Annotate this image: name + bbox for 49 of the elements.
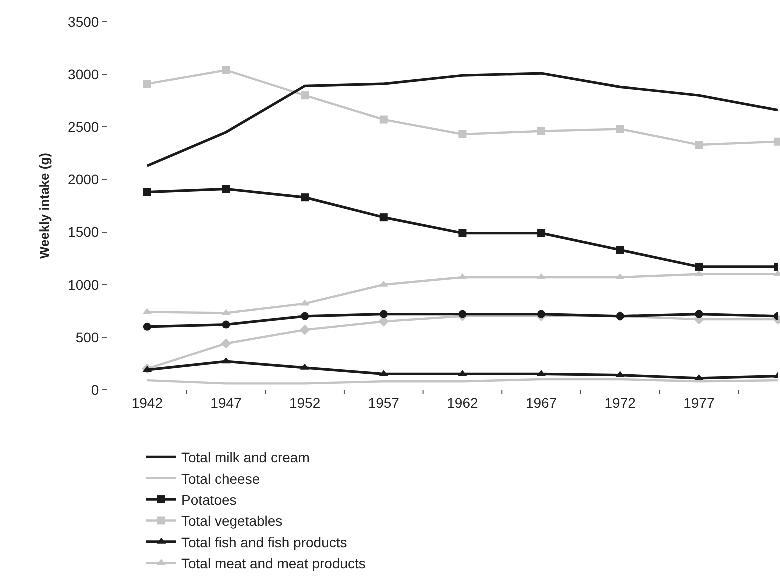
x-tick-label: 1967	[526, 394, 558, 411]
point	[695, 310, 704, 318]
y-tick-label: 3500	[68, 14, 100, 30]
legend-label: Potatoes	[182, 492, 237, 508]
point	[301, 312, 310, 320]
point	[143, 80, 152, 88]
point	[458, 130, 467, 138]
point	[301, 194, 310, 202]
x-tick-label: 1957	[368, 394, 400, 411]
legend-label: Total meat and meat products	[182, 556, 366, 572]
point	[458, 310, 467, 318]
y-tick-label: 2500	[68, 119, 100, 136]
y-tick-label: 1000	[68, 276, 100, 293]
y-tick-label: 1500	[68, 224, 100, 240]
point	[538, 127, 546, 136]
point	[458, 229, 467, 238]
line-series	[146, 72, 778, 168]
legend-label: Total milk and cream	[182, 450, 310, 466]
y-tick-label: 2000	[68, 172, 100, 188]
legend-label: Total cheese	[182, 470, 260, 487]
point	[222, 185, 230, 194]
point	[380, 116, 388, 124]
y-axis-title: Weekly intake (g)	[36, 153, 52, 259]
point	[143, 188, 152, 196]
point	[380, 214, 388, 222]
x-tick-label: 1947	[210, 394, 242, 411]
point	[221, 338, 232, 349]
point	[695, 262, 704, 271]
x-tick-label: 1942	[132, 394, 164, 411]
point	[538, 229, 546, 238]
y-tick-label: 0	[91, 382, 100, 398]
y-tick-label: 500	[76, 329, 100, 346]
point	[380, 310, 388, 318]
legend-label: Total fish and fish products	[182, 534, 348, 550]
point	[301, 92, 310, 100]
point	[300, 324, 310, 336]
y-tick-label: 3000	[68, 66, 100, 82]
x-tick-label: 1977	[684, 394, 715, 411]
legend-label: Total vegetables	[182, 513, 283, 530]
x-tick-label: 1972	[604, 394, 636, 411]
point	[222, 320, 230, 329]
point	[695, 141, 704, 150]
point	[616, 246, 624, 254]
x-tick-label: 1962	[447, 394, 478, 411]
point	[222, 66, 230, 74]
point	[538, 310, 546, 318]
point	[616, 125, 624, 134]
x-tick-label: 1952	[289, 394, 321, 411]
point	[143, 322, 152, 331]
